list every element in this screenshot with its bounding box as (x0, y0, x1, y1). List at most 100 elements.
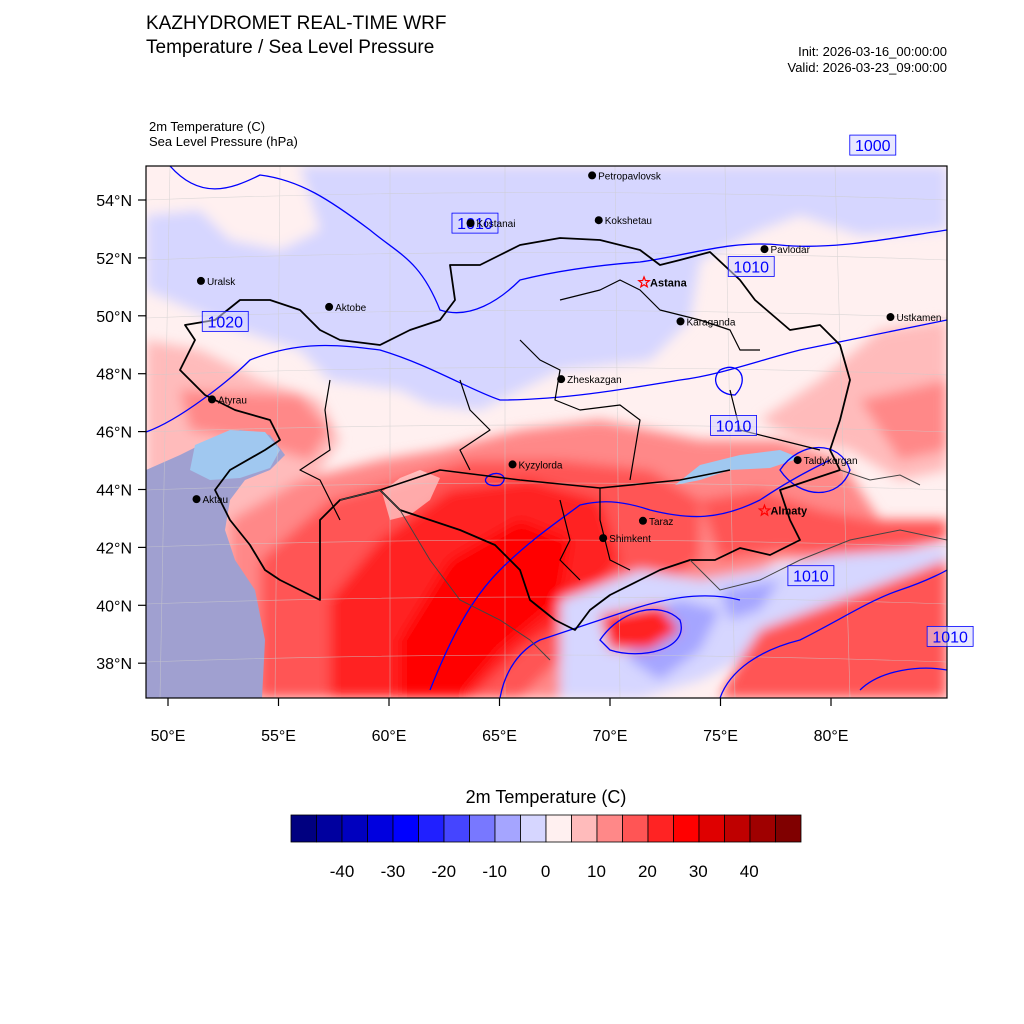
isobar-label: 1010 (793, 569, 829, 586)
valid-time: Valid: 2026-03-23_09:00:00 (787, 60, 948, 75)
colorbar-swatch (724, 814, 751, 843)
colorbar-tick-label: 40 (740, 862, 759, 881)
colorbar-tick-label: -30 (381, 862, 406, 881)
colorbar-swatch (647, 814, 674, 843)
isobar-label: 1020 (207, 314, 243, 331)
city-dot (599, 534, 608, 543)
colorbar: -40 -30 -20 -10 0 10 20 30 40 (290, 814, 802, 881)
city-label: Ustkamen (896, 313, 941, 324)
lat-tick-label: 46°N (96, 425, 132, 442)
city-label: Uralsk (207, 277, 236, 288)
isobar-label-box (787, 565, 835, 587)
city-dot (588, 171, 597, 180)
temperature-field (146, 166, 947, 698)
city-label: Zheskazgan (567, 375, 621, 386)
colorbar-swatch (341, 814, 368, 843)
colorbar-swatch (545, 814, 572, 843)
capital-star-icon (757, 503, 772, 517)
city-label: Karaganda (687, 317, 736, 328)
lon-tick-label: 65°E (482, 728, 517, 745)
city-dot (196, 276, 205, 285)
city-dot (192, 495, 201, 504)
colorbar-tick-label: 30 (689, 862, 708, 881)
city-dot (793, 456, 802, 465)
lat-tick-label: 54°N (96, 193, 132, 210)
isobar-label: 1010 (457, 216, 493, 233)
lat-tick-label: 42°N (96, 540, 132, 557)
city-label: Petropavlovsk (598, 171, 662, 182)
isobar-label: 1010 (733, 259, 769, 276)
city-dot (557, 375, 566, 384)
city-label: Almaty (770, 506, 808, 518)
city-label: Pavlodar (770, 245, 810, 256)
colorbar-tick-label: 20 (638, 862, 657, 881)
colorbar-swatch (494, 814, 521, 843)
city-label: Taldykorgan (804, 456, 858, 467)
lat-tick-label: 48°N (96, 367, 132, 384)
lat-tick-label: 50°N (96, 309, 132, 326)
colorbar-tick-label: -20 (432, 862, 457, 881)
city-label: Shimkent (609, 534, 651, 545)
city-dot (638, 516, 647, 525)
colorbar-swatch (469, 814, 496, 843)
colorbar-swatch (673, 814, 700, 843)
city-dot (466, 219, 475, 228)
variable-label-pressure: Sea Level Pressure (hPa) (149, 134, 298, 149)
admin-borders (179, 237, 851, 631)
lon-tick-label: 80°E (814, 728, 849, 745)
capital-star-icon (637, 275, 651, 289)
city-label: Aktobe (335, 303, 367, 314)
longitude-axis: 50°E 55°E 60°E 65°E 70°E 75°E 80°E (151, 698, 849, 745)
colorbar-tick-label: 10 (587, 862, 606, 881)
latitude-axis: 54°N 52°N 50°N 48°N 46°N 44°N 42°N 40°N 38°N (96, 193, 146, 673)
colorbar-title: 2m Temperature (C) (465, 787, 627, 807)
city-label: Atyrau (218, 395, 247, 406)
colorbar-swatch (367, 814, 394, 843)
city-dot (207, 395, 216, 404)
colorbar-swatch (775, 814, 802, 843)
init-time: Init: 2026-03-16_00:00:00 (798, 44, 947, 59)
colorbar-tick-label: -40 (330, 862, 355, 881)
city-label: Taraz (649, 517, 673, 528)
city-dot (676, 317, 685, 326)
city-label: Aktau (203, 495, 229, 506)
isobar-labels: 1000 1010 1010 1020 1010 1010 1010 (201, 134, 974, 647)
city-label: Kostanai (477, 219, 516, 230)
isobar-label-box (849, 134, 897, 156)
colorbar-swatch (392, 814, 419, 843)
city-markers: Petropavlovsk Kostanai Kokshetau Pavlodar Ur… (192, 171, 941, 545)
colorbar-tick-label: -10 (482, 862, 507, 881)
lat-tick-label: 44°N (96, 483, 132, 500)
map-subtitle: Temperature / Sea Level Pressure (146, 37, 435, 58)
city-label: Astana (650, 277, 688, 289)
city-label: Kyzylorda (519, 460, 563, 471)
country-borders (339, 469, 947, 661)
isobar-label-box (926, 625, 974, 647)
isobar-label-box (201, 310, 249, 332)
colorbar-swatch (443, 814, 470, 843)
colorbar-swatch (571, 814, 598, 843)
isobar-label-box (710, 415, 757, 436)
city-dot (594, 216, 603, 225)
lon-tick-label: 55°E (261, 728, 296, 745)
colorbar-swatch (520, 814, 547, 843)
isobar-label-box (451, 212, 499, 234)
colorbar-swatch (596, 814, 623, 843)
city-dot (508, 460, 517, 469)
lon-tick-label: 70°E (593, 728, 628, 745)
lon-tick-label: 50°E (151, 728, 186, 745)
colorbar-tick-label: 0 (541, 862, 550, 881)
isobar-label-box (727, 256, 775, 277)
variable-label-temperature: 2m Temperature (C) (149, 119, 266, 134)
lon-tick-label: 75°E (703, 728, 738, 745)
city-dot (325, 302, 334, 311)
city-dot (760, 245, 769, 254)
isobar-label: 1000 (855, 138, 891, 155)
colorbar-swatch (316, 814, 343, 843)
colorbar-swatch (622, 814, 649, 843)
colorbar-swatch (698, 814, 725, 843)
colorbar-swatch (290, 814, 317, 843)
map-title: KAZHYDROMET REAL-TIME WRF (146, 13, 447, 34)
caspian-sea (146, 430, 285, 698)
